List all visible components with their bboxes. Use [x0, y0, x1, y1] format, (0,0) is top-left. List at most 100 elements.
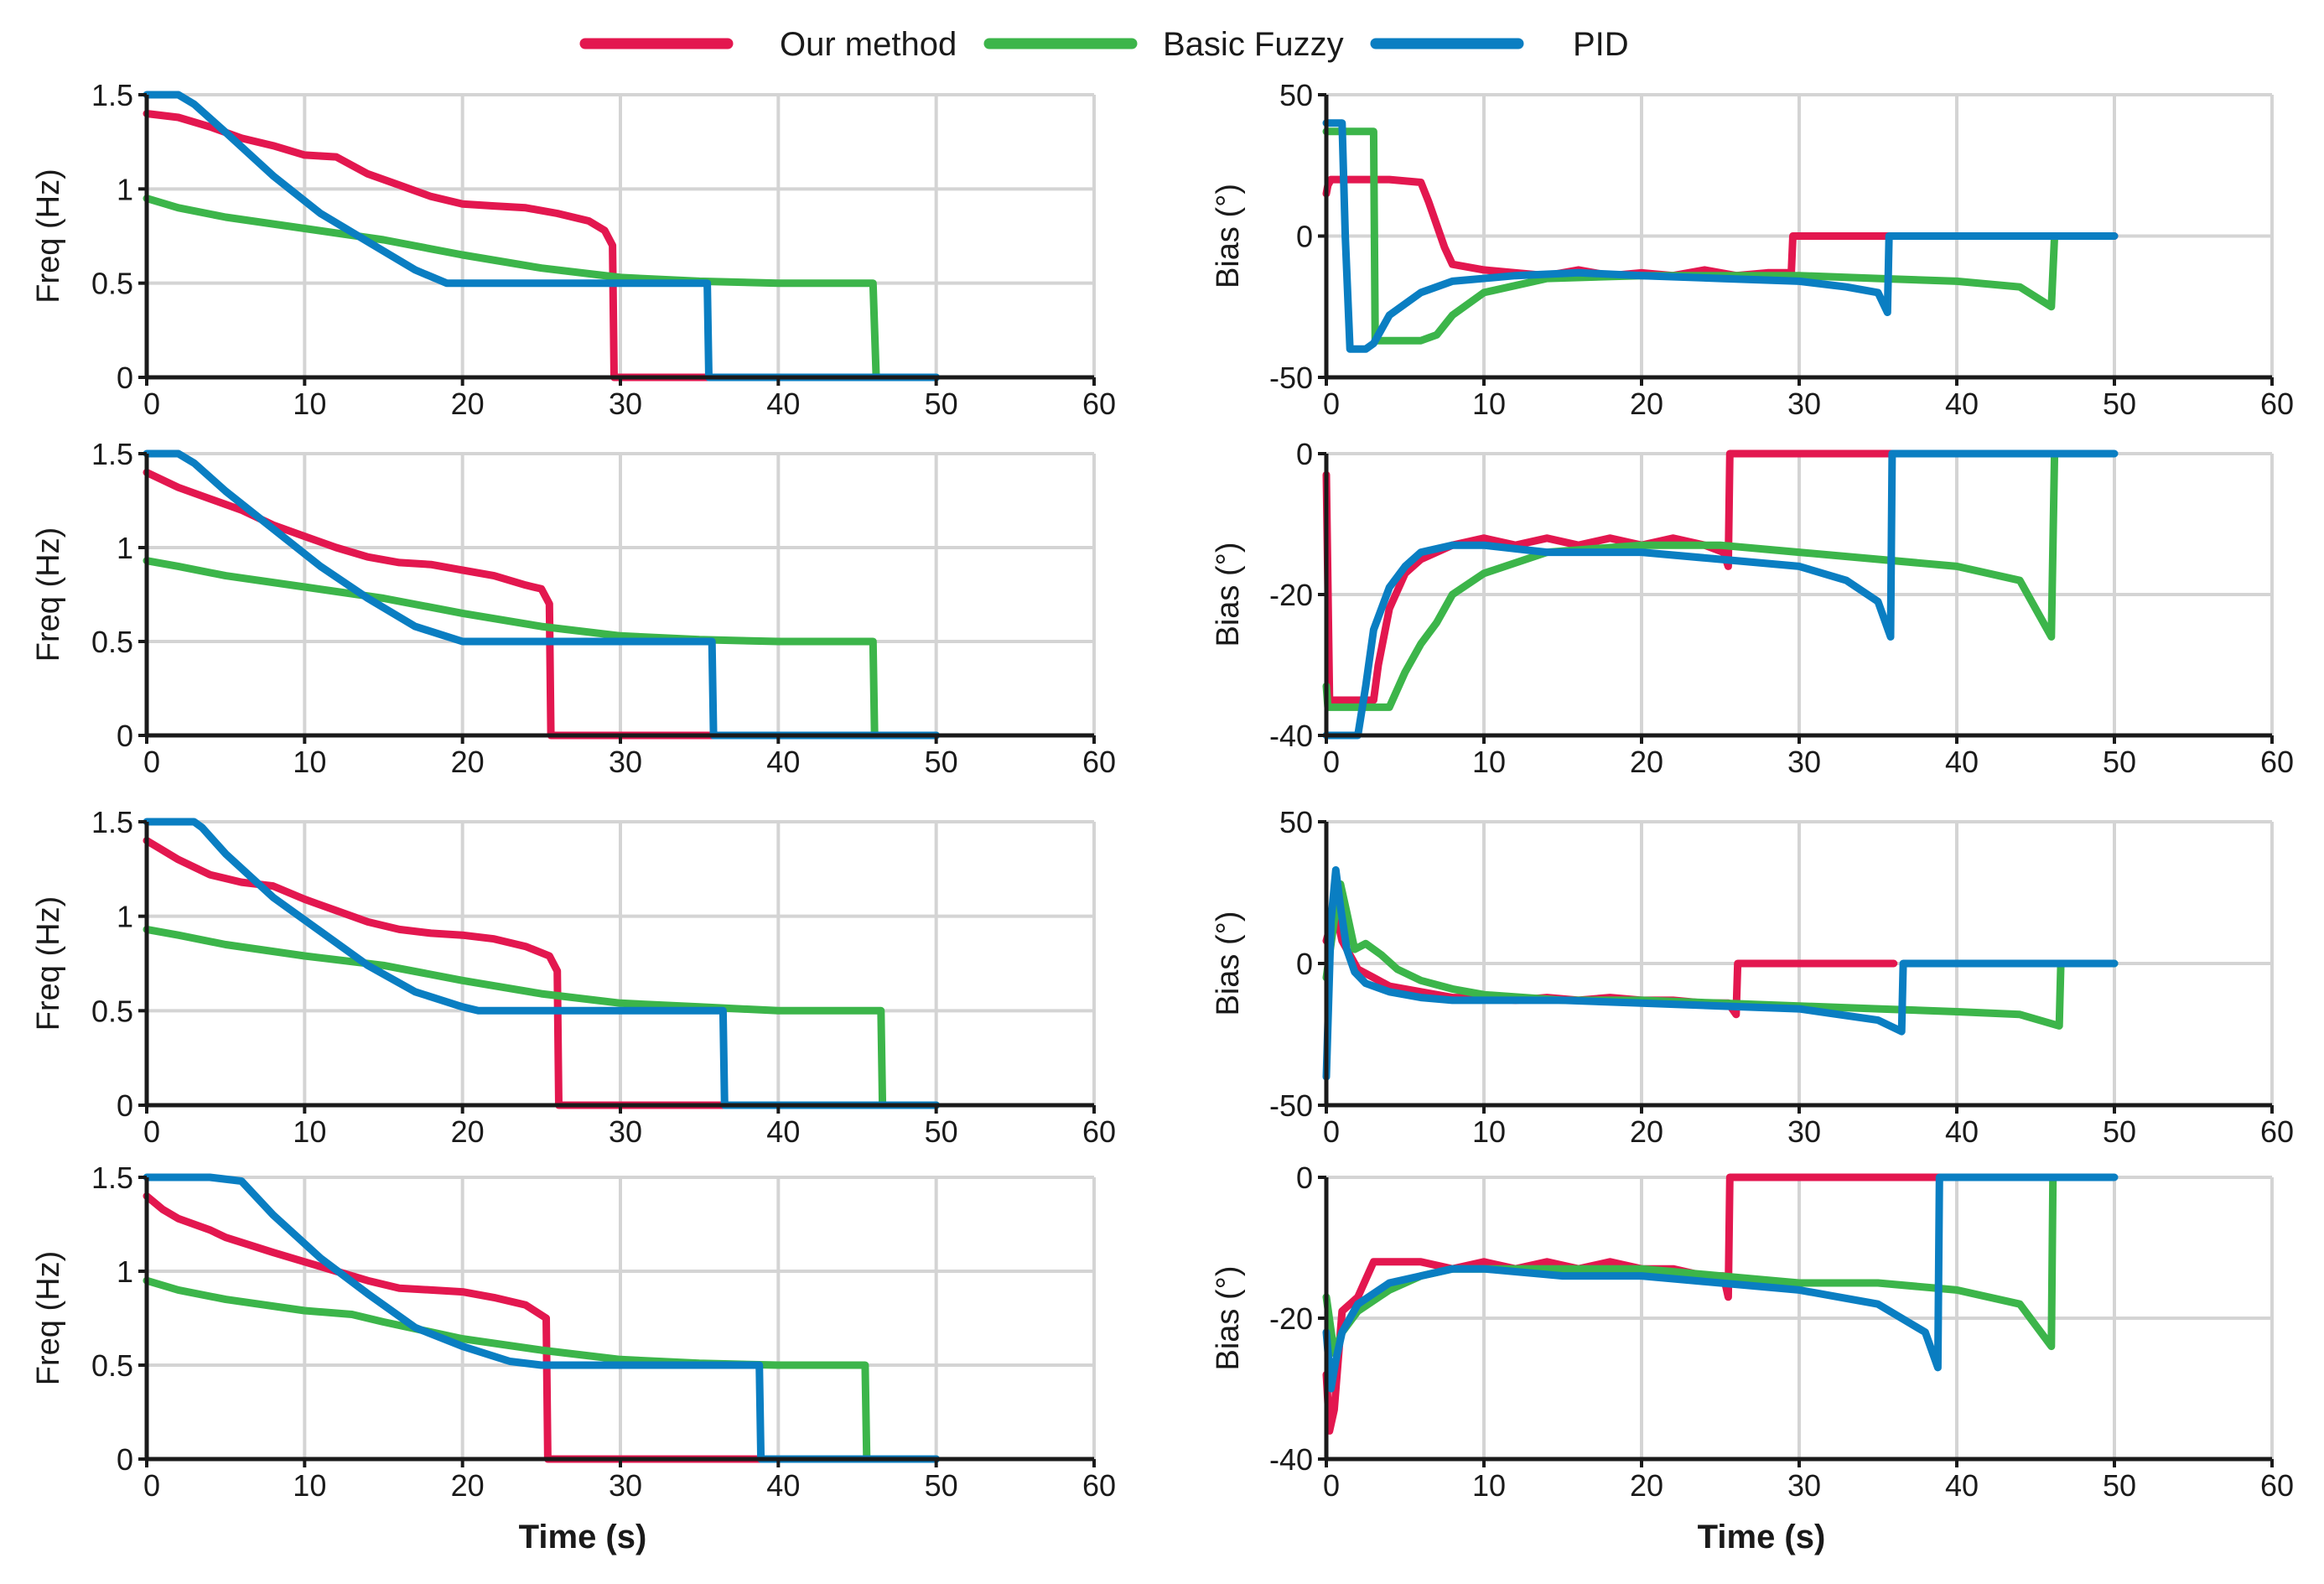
x-tick-label: 40 — [766, 1114, 800, 1149]
x-tick-label: 20 — [451, 1468, 485, 1503]
y-tick-label: -50 — [1269, 361, 1313, 395]
x-tick-label: 20 — [1630, 1468, 1663, 1503]
x-tick-label: 50 — [2103, 387, 2136, 421]
series-basic-fuzzy — [143, 557, 941, 740]
y-axis-label: Freq (Hz) — [31, 896, 66, 1031]
y-tick-label: 1.5 — [91, 437, 133, 471]
series-basic-fuzzy — [143, 925, 941, 1109]
y-tick-label: 0 — [117, 719, 133, 753]
x-axis-label: Time (s) — [519, 1519, 647, 1555]
y-tick-label: 1 — [117, 531, 133, 565]
x-tick-label: 0 — [143, 387, 160, 421]
series-basic-fuzzy — [1322, 880, 2119, 1030]
x-tick-label: 60 — [2260, 745, 2294, 779]
x-tick-label: 60 — [1082, 387, 1116, 421]
series-pid — [1322, 1173, 2119, 1393]
y-tick-label: 0 — [1296, 1161, 1313, 1195]
panel-2: 0 10 20 30 40 50 60 -50 0 50 Bias (°) — [1211, 78, 2294, 421]
y-axis-label: Freq (Hz) — [31, 169, 66, 303]
y-tick-label: 1 — [117, 172, 133, 206]
series-pid — [143, 818, 941, 1109]
x-tick-label: 30 — [609, 1114, 642, 1149]
x-tick-label: 30 — [609, 387, 642, 421]
x-tick-label: 0 — [143, 1468, 160, 1503]
y-tick-label: -20 — [1269, 1301, 1313, 1336]
x-tick-label: 40 — [1945, 1114, 1979, 1149]
y-tick-label: 1 — [117, 1254, 133, 1289]
x-tick-label: 0 — [1323, 745, 1340, 779]
x-tick-label: 30 — [1787, 387, 1821, 421]
panel-4: 0 10 20 30 40 50 60 -40 -20 0 Bias (°) — [1211, 437, 2294, 779]
x-tick-label: 20 — [451, 745, 485, 779]
y-tick-label: 1.5 — [91, 78, 133, 112]
legend-label-pid: PID — [1573, 26, 1629, 63]
y-tick-label: 1.5 — [91, 1161, 133, 1195]
x-tick-label: 0 — [1323, 1468, 1340, 1503]
x-tick-label: 10 — [293, 387, 326, 421]
y-tick-label: -40 — [1269, 719, 1313, 753]
y-tick-label: 0.5 — [91, 625, 133, 659]
x-tick-label: 30 — [1787, 1114, 1821, 1149]
x-tick-label: 30 — [609, 745, 642, 779]
x-tick-label: 10 — [1472, 1114, 1506, 1149]
x-tick-label: 30 — [1787, 1468, 1821, 1503]
x-tick-label: 10 — [293, 745, 326, 779]
x-tick-label: 30 — [609, 1468, 642, 1503]
series-basic-fuzzy — [1322, 449, 2059, 711]
series-our-method — [1322, 1173, 1945, 1435]
x-tick-label: 0 — [143, 1114, 160, 1149]
x-tick-label: 10 — [1472, 745, 1506, 779]
y-tick-label: -40 — [1269, 1442, 1313, 1477]
series-pid — [1322, 866, 2119, 1081]
x-tick-label: 40 — [1945, 745, 1979, 779]
x-tick-label: 20 — [1630, 745, 1663, 779]
y-tick-label: 1 — [117, 900, 133, 934]
x-tick-label: 60 — [2260, 387, 2294, 421]
x-tick-label: 10 — [1472, 387, 1506, 421]
x-tick-label: 20 — [1630, 1114, 1663, 1149]
y-tick-label: 0 — [117, 1088, 133, 1123]
x-tick-label: 60 — [2260, 1468, 2294, 1503]
series-basic-fuzzy — [143, 195, 941, 382]
y-tick-label: 0 — [1296, 437, 1313, 471]
y-tick-label: 0 — [117, 1442, 133, 1477]
x-tick-label: 50 — [2103, 1468, 2136, 1503]
y-tick-label: 50 — [1279, 78, 1313, 112]
series-our-method — [143, 110, 712, 382]
y-tick-label: 0.5 — [91, 1348, 133, 1383]
y-tick-label: 50 — [1279, 805, 1313, 839]
x-tick-label: 50 — [925, 1468, 958, 1503]
y-tick-label: -50 — [1269, 1088, 1313, 1123]
x-tick-label: 50 — [2103, 1114, 2136, 1149]
series-pid — [143, 1173, 941, 1463]
series-our-method — [1322, 449, 1898, 704]
panel-1: 0 10 20 30 40 50 60 0 0.5 1 1.5 Freq (Hz) — [31, 78, 1116, 421]
y-axis-label: Bias (°) — [1211, 911, 1246, 1016]
panel-6: 0 10 20 30 40 50 60 -50 0 50 Bias (°) — [1211, 805, 2294, 1149]
x-tick-label: 50 — [2103, 745, 2136, 779]
legend: Our method Basic Fuzzy PID — [579, 26, 1629, 63]
x-tick-label: 0 — [1323, 387, 1340, 421]
x-tick-label: 60 — [1082, 745, 1116, 779]
y-axis-label: Freq (Hz) — [31, 1251, 66, 1385]
series-pid — [1322, 119, 2119, 353]
series-our-method — [143, 837, 727, 1109]
x-tick-label: 20 — [451, 387, 485, 421]
x-tick-label: 60 — [2260, 1114, 2294, 1149]
legend-label-our-method: Our method — [780, 26, 957, 63]
panel-5: 0 10 20 30 40 50 60 0 0.5 1 1.5 Freq (Hz) — [31, 805, 1116, 1149]
panel-8: 0 10 20 30 40 50 60 -40 -20 0 Bias (°) Time (s) — [1211, 1161, 2294, 1555]
y-tick-label: 0 — [1296, 947, 1313, 981]
series-our-method — [143, 1192, 766, 1463]
x-tick-label: 40 — [766, 387, 800, 421]
y-axis-label: Bias (°) — [1211, 184, 1246, 288]
y-axis-label: Bias (°) — [1211, 543, 1246, 647]
x-tick-label: 60 — [1082, 1114, 1116, 1149]
series-pid — [1322, 449, 2119, 740]
x-tick-label: 40 — [766, 1468, 800, 1503]
x-tick-label: 50 — [925, 1114, 958, 1149]
x-tick-label: 40 — [1945, 1468, 1979, 1503]
x-tick-label: 30 — [1787, 745, 1821, 779]
series-basic-fuzzy — [143, 1276, 941, 1463]
